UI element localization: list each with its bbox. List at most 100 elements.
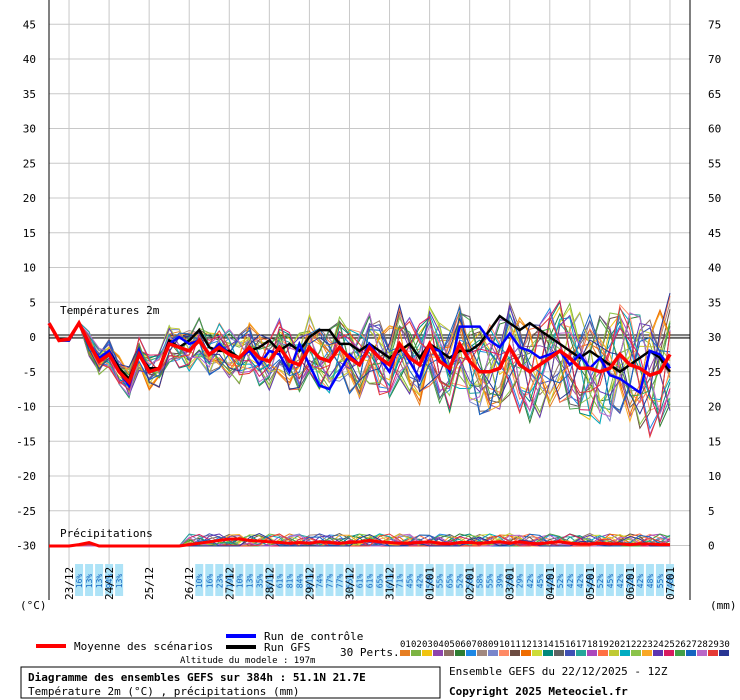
precip-prob: 55% xyxy=(486,574,495,589)
pert-number: 12 xyxy=(521,640,532,650)
prob-cell xyxy=(295,564,304,596)
precip-prob: 58% xyxy=(426,574,435,589)
right-tick-label: 60 xyxy=(708,123,721,136)
prob-cell xyxy=(555,564,564,596)
pert-color-swatch xyxy=(499,650,509,656)
left-tick-label: 25 xyxy=(23,157,36,170)
member-line-30 xyxy=(48,292,671,415)
date-label: 05/01 xyxy=(584,567,597,600)
pert-color-swatch xyxy=(411,650,421,656)
prob-cell xyxy=(665,564,674,596)
chart-title: Diagramme des ensembles GEFS sur 384h : … xyxy=(28,671,366,684)
pert-number: 30 xyxy=(719,640,730,650)
precip-prob: 42% xyxy=(546,574,555,589)
left-tick-label: -5 xyxy=(23,366,36,379)
prob-cell xyxy=(535,564,544,596)
date-label: 07/01 xyxy=(664,567,677,600)
prob-cell xyxy=(525,564,534,596)
pert-color-swatch xyxy=(510,650,520,656)
right-tick-label: 20 xyxy=(708,401,721,414)
prob-cell xyxy=(505,564,514,596)
precip-prob: 52% xyxy=(556,574,565,589)
prob-cell xyxy=(435,564,444,596)
precip-prob: 16% xyxy=(205,574,214,589)
prob-cell xyxy=(85,564,94,596)
left-tick-label: 30 xyxy=(23,123,36,136)
precip-prob: 55% xyxy=(656,574,665,589)
prob-cell xyxy=(395,564,404,596)
mean-line xyxy=(47,319,672,386)
pert-color-swatch xyxy=(422,650,432,656)
pert-color-swatch xyxy=(477,650,487,656)
prob-cell xyxy=(545,564,554,596)
prob-cell xyxy=(625,564,634,596)
pert-number: 24 xyxy=(653,640,664,650)
pert-number: 20 xyxy=(609,640,620,650)
right-tick-label: 10 xyxy=(708,470,721,483)
prob-cell xyxy=(215,564,224,596)
pert-number: 01 xyxy=(400,640,411,650)
prob-cell xyxy=(75,564,84,596)
right-tick-label: 40 xyxy=(708,262,721,275)
pert-color-swatch xyxy=(444,650,454,656)
pert-number: 22 xyxy=(631,640,642,650)
prob-cell xyxy=(345,564,354,596)
precip-section-label: Précipitations xyxy=(60,527,153,540)
prob-cell xyxy=(105,564,114,596)
precip-prob: 81% xyxy=(285,574,294,589)
right-tick-label: 45 xyxy=(708,227,721,240)
pert-number: 25 xyxy=(664,640,675,650)
pert-number: 16 xyxy=(565,640,576,650)
prob-cell xyxy=(235,564,244,596)
prob-cell xyxy=(465,564,474,596)
pert-color-swatch xyxy=(433,650,443,656)
left-tick-label: 10 xyxy=(23,262,36,275)
precip-prob: 77% xyxy=(335,574,344,589)
date-label: 24/12 xyxy=(103,567,116,600)
left-tick-label: 20 xyxy=(23,192,36,205)
precip-prob: 42% xyxy=(526,574,535,589)
prob-cell xyxy=(405,564,414,596)
left-tick-label: -30 xyxy=(16,540,36,553)
pert-number: 02 xyxy=(411,640,422,650)
date-label: 01/01 xyxy=(424,567,437,600)
precip-prob: 52% xyxy=(596,574,605,589)
pert-color-swatch xyxy=(609,650,619,656)
pert-color-swatch xyxy=(620,650,630,656)
precip-prob: 16% xyxy=(75,574,84,589)
precip-prob: 94% xyxy=(105,574,114,589)
left-tick-label: -25 xyxy=(16,505,36,518)
pert-color-swatch xyxy=(686,650,696,656)
prob-cell xyxy=(565,564,574,596)
precip-prob: 81% xyxy=(305,574,314,589)
date-label: 26/12 xyxy=(183,567,196,600)
prob-cell xyxy=(305,564,314,596)
precip-prob: 13% xyxy=(115,574,124,589)
left-axis-ticks: 45 40 35 30 25 20 15 10 5 0 -5 -10 -15 -20 -25 -30 xyxy=(16,18,36,552)
right-tick-label: 5 xyxy=(708,505,715,518)
mean-precip-line xyxy=(49,537,670,548)
precip-prob: 61% xyxy=(366,574,375,589)
pert-color-swatch xyxy=(455,650,465,656)
prob-cell xyxy=(205,564,214,596)
pert-number: 11 xyxy=(510,640,521,650)
precip-prob: 77% xyxy=(325,574,334,589)
precip-prob: 61% xyxy=(355,574,364,589)
pert-color-swatch xyxy=(708,650,718,656)
prob-cell xyxy=(655,564,664,596)
prob-cell xyxy=(635,564,644,596)
prob-cell xyxy=(115,564,124,596)
member-line-23 xyxy=(48,311,671,424)
left-tick-label: -10 xyxy=(16,401,36,414)
run-info: Ensemble GEFS du 22/12/2025 - 12Z xyxy=(449,665,668,678)
precip-probability-row: 16% 13% 13% 94% 13% 10% 16% 23% 19% 10% 13% 35% 61% 6… xyxy=(75,564,675,596)
prob-cell xyxy=(365,564,374,596)
right-axis-unit: (mm) xyxy=(710,599,737,612)
pert-number: 19 xyxy=(598,640,609,650)
prob-cell xyxy=(225,564,234,596)
pert-number: 13 xyxy=(532,640,543,650)
altitude-label: Altitude du modele : 197m xyxy=(180,656,315,666)
pert-number: 27 xyxy=(686,640,697,650)
pert-number: 17 xyxy=(576,640,587,650)
precip-prob: 13% xyxy=(95,574,104,589)
